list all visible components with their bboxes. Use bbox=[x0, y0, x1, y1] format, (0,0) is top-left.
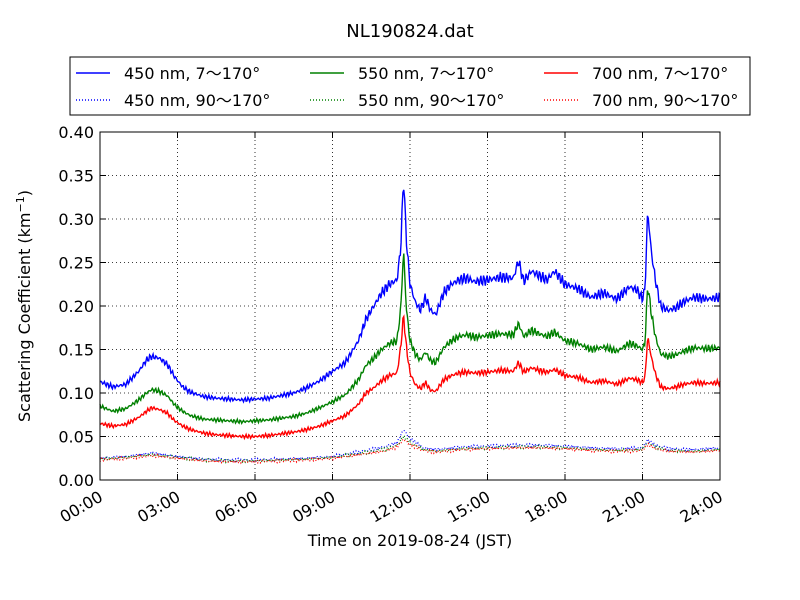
y-tick-label: 0.10 bbox=[58, 384, 94, 403]
y-tick-label: 0.05 bbox=[58, 428, 94, 447]
y-tick-label: 0.00 bbox=[58, 471, 94, 490]
legend-frame bbox=[69, 56, 751, 116]
series-line bbox=[99, 253, 721, 425]
y-tick-label: 0.20 bbox=[58, 297, 94, 316]
x-tick-label: 18:00 bbox=[522, 487, 571, 527]
y-tick-label: 0.35 bbox=[58, 167, 94, 186]
y-tick-label: 0.40 bbox=[58, 123, 94, 142]
chart-title: NL190824.dat bbox=[346, 21, 473, 42]
legend-label: 550 nm, 90～170° bbox=[358, 91, 504, 110]
x-tick-label: 15:00 bbox=[444, 487, 493, 527]
y-axis-label: Scattering Coefficient (km−1) bbox=[14, 190, 34, 422]
series-line bbox=[99, 314, 721, 441]
chart-series bbox=[99, 189, 721, 465]
x-tick-label: 12:00 bbox=[367, 487, 416, 527]
x-tick-label: 21:00 bbox=[599, 487, 648, 527]
y-tick-label: 0.25 bbox=[58, 254, 94, 273]
legend-label: 550 nm, 7～170° bbox=[358, 64, 494, 83]
chart-legend: 450 nm, 7～170° 450 nm, 90～170° 550 nm, 7～1… bbox=[69, 56, 751, 116]
x-tick-label: 06:00 bbox=[212, 487, 261, 527]
y-axis-label-superscript: −1 bbox=[14, 196, 27, 212]
legend-label: 450 nm, 7～170° bbox=[124, 64, 260, 83]
chart-ticks: 00:00 03:00 06:00 09:00 12:00 15:00 18:00 21:00… bbox=[57, 123, 726, 527]
x-axis-label: Time on 2019-08-24 (JST) bbox=[307, 531, 512, 550]
legend-label: 450 nm, 90～170° bbox=[124, 91, 270, 110]
y-tick-label: 0.30 bbox=[58, 210, 94, 229]
series-line bbox=[99, 429, 721, 463]
x-tick-label: 24:00 bbox=[677, 487, 726, 527]
y-axis-label-text: Scattering Coefficient (km bbox=[15, 212, 34, 422]
x-tick-label: 00:00 bbox=[57, 487, 106, 527]
series-line bbox=[99, 189, 721, 404]
x-tick-label: 03:00 bbox=[134, 487, 183, 527]
legend-label: 700 nm, 90～170° bbox=[592, 91, 738, 110]
y-tick-label: 0.15 bbox=[58, 341, 94, 360]
legend-label: 700 nm, 7～170° bbox=[592, 64, 728, 83]
y-axis-label-close: ) bbox=[15, 190, 34, 196]
x-tick-label: 09:00 bbox=[289, 487, 338, 527]
